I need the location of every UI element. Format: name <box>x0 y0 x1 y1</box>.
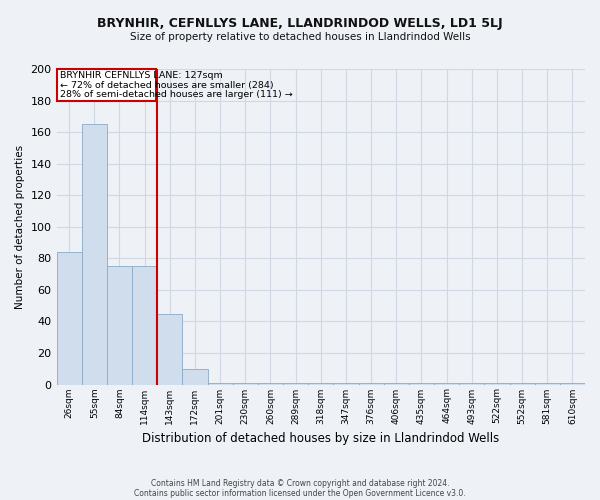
FancyBboxPatch shape <box>57 69 156 100</box>
X-axis label: Distribution of detached houses by size in Llandrindod Wells: Distribution of detached houses by size … <box>142 432 499 445</box>
Bar <box>308 383 334 384</box>
Bar <box>233 383 258 384</box>
Text: Size of property relative to detached houses in Llandrindod Wells: Size of property relative to detached ho… <box>130 32 470 42</box>
Bar <box>132 266 157 384</box>
Text: BRYNHIR, CEFNLLYS LANE, LLANDRINDOD WELLS, LD1 5LJ: BRYNHIR, CEFNLLYS LANE, LLANDRINDOD WELL… <box>97 18 503 30</box>
Text: ← 72% of detached houses are smaller (284): ← 72% of detached houses are smaller (28… <box>60 81 274 90</box>
Bar <box>107 266 132 384</box>
Bar <box>258 383 283 384</box>
Bar <box>535 383 560 384</box>
Bar <box>484 383 509 384</box>
Y-axis label: Number of detached properties: Number of detached properties <box>15 144 25 309</box>
Text: Contains HM Land Registry data © Crown copyright and database right 2024.: Contains HM Land Registry data © Crown c… <box>151 478 449 488</box>
Bar <box>157 314 182 384</box>
Bar <box>560 383 585 384</box>
Bar <box>459 383 484 384</box>
Bar <box>334 383 359 384</box>
Bar <box>208 383 233 384</box>
Text: 28% of semi-detached houses are larger (111) →: 28% of semi-detached houses are larger (… <box>60 90 293 100</box>
Text: Contains public sector information licensed under the Open Government Licence v3: Contains public sector information licen… <box>134 488 466 498</box>
Bar <box>383 383 409 384</box>
Bar <box>509 383 535 384</box>
Bar <box>434 383 459 384</box>
Bar <box>359 383 383 384</box>
Bar <box>182 368 208 384</box>
Bar <box>409 383 434 384</box>
Bar <box>82 124 107 384</box>
Bar <box>283 383 308 384</box>
Bar <box>56 252 82 384</box>
Text: BRYNHIR CEFNLLYS LANE: 127sqm: BRYNHIR CEFNLLYS LANE: 127sqm <box>60 72 223 80</box>
